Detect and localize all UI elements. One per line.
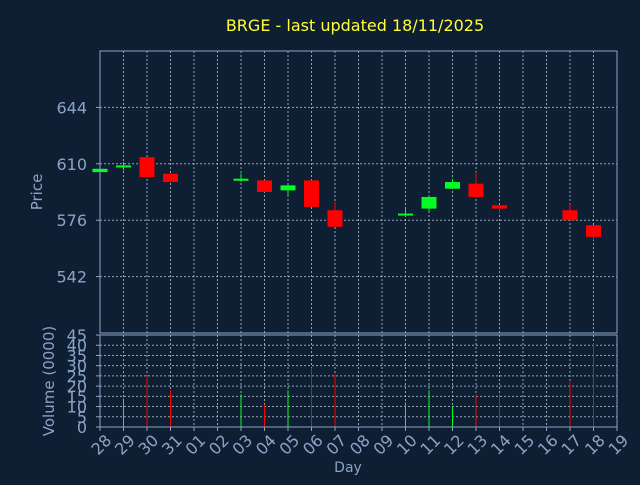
candle-body-down bbox=[586, 225, 601, 237]
volume-tick-label: 40 bbox=[67, 336, 87, 355]
candle-body-down bbox=[163, 173, 178, 183]
price-tick-label: 610 bbox=[56, 155, 87, 174]
volume-tick-label: 20 bbox=[67, 377, 87, 396]
frame-layer bbox=[96, 50, 618, 431]
volume-tick-label: 25 bbox=[67, 367, 87, 386]
price-tick-label: 644 bbox=[56, 98, 87, 117]
volume-tick-label: 30 bbox=[67, 357, 87, 376]
volume-tick-label: 10 bbox=[67, 398, 87, 417]
price-panel-frame bbox=[99, 50, 618, 334]
volume-tick-label: 45 bbox=[67, 326, 87, 345]
candle-body-up bbox=[280, 185, 296, 191]
marks-layer bbox=[92, 157, 601, 427]
candle-body-up bbox=[445, 182, 460, 189]
volume-tick-label: 0 bbox=[77, 418, 87, 437]
volume-axis-label: Volume (0000) bbox=[40, 326, 58, 436]
candle-body-down bbox=[139, 157, 155, 178]
candle-body-down bbox=[327, 210, 343, 227]
x-axis-label: Day bbox=[334, 460, 362, 476]
chart-title: BRGE - last updated 18/11/2025 bbox=[226, 16, 484, 35]
price-tick-label: 576 bbox=[56, 211, 87, 230]
volume-tick-label: 35 bbox=[67, 346, 87, 365]
volume-tick-label: 5 bbox=[77, 408, 87, 427]
candle-body-down bbox=[304, 180, 319, 207]
candle-body-up bbox=[421, 196, 437, 209]
price-tick-label: 542 bbox=[56, 268, 87, 287]
volume-tick-label: 15 bbox=[67, 387, 87, 406]
candle-body-up bbox=[233, 178, 249, 181]
candle-body-up bbox=[116, 165, 131, 168]
candle-body-down bbox=[257, 180, 272, 192]
candle-body-up bbox=[398, 213, 413, 216]
candle-body-down bbox=[468, 183, 484, 197]
candle-body-down bbox=[492, 205, 507, 209]
candle-body-down bbox=[562, 210, 578, 221]
price-axis-label: Price bbox=[28, 174, 46, 211]
